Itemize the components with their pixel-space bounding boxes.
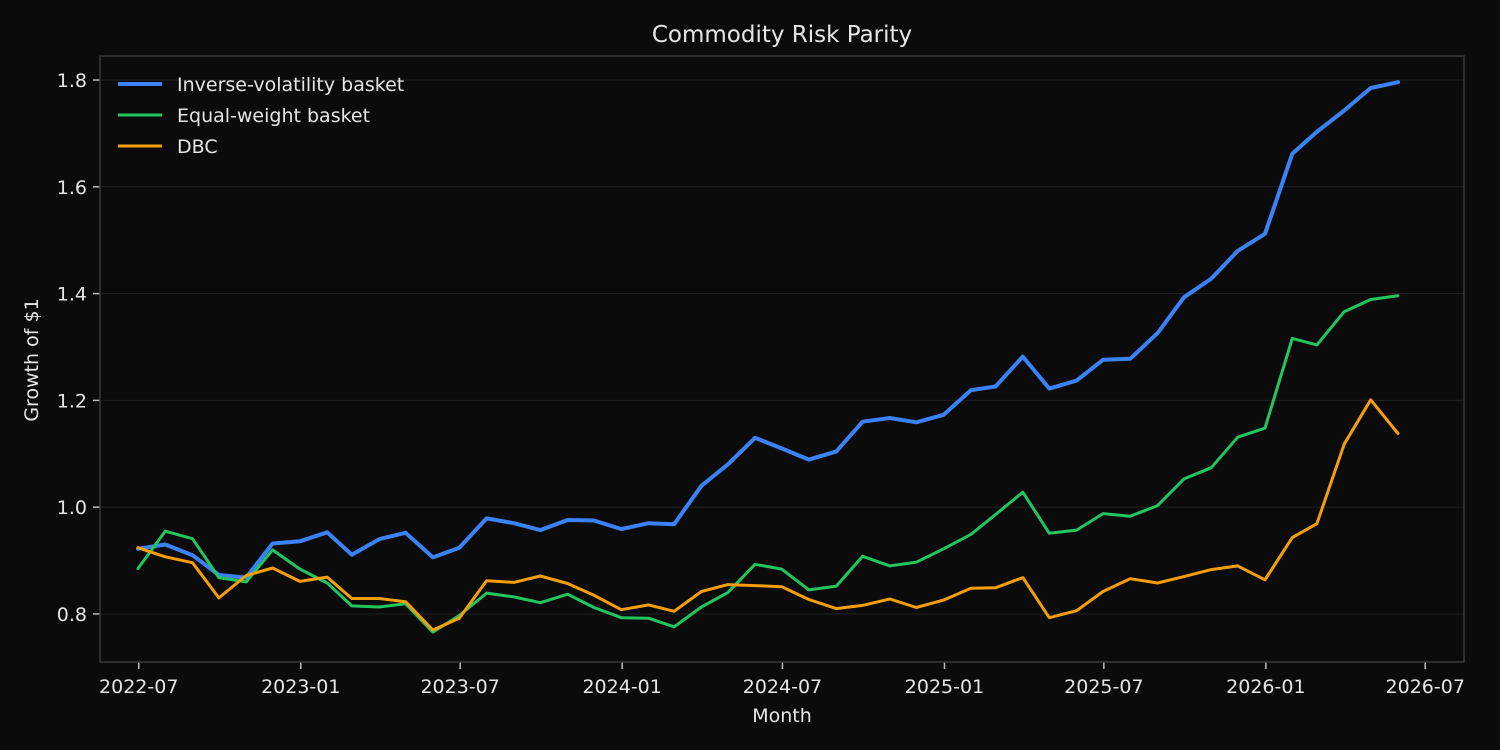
- series-line-1: [135, 80, 1400, 580]
- x-tick-label: 2023-07: [420, 676, 499, 698]
- x-tick-label: 2026-01: [1226, 676, 1305, 698]
- plot-frame: [99, 55, 1465, 663]
- y-axis-label: Growth of $1: [21, 298, 43, 421]
- gridlines: [100, 79, 1464, 615]
- series-lines: [135, 80, 1400, 634]
- legend-label: DBC: [177, 136, 218, 158]
- x-tick-label: 2026-07: [1386, 676, 1465, 698]
- y-tick-label: 1.6: [57, 177, 87, 199]
- y-tick-label: 1.2: [57, 390, 87, 412]
- y-tick-label: 0.8: [57, 604, 87, 626]
- x-tick-label: 2024-01: [582, 676, 661, 698]
- y-tick-label: 1.0: [57, 497, 87, 519]
- legend: Inverse-volatility basket Equal-weight ba…: [118, 74, 404, 158]
- legend-label: Equal-weight basket: [177, 105, 370, 127]
- x-tick-label: 2025-01: [905, 676, 984, 698]
- x-axis-label: Month: [752, 705, 812, 727]
- x-tick-label: 2025-07: [1064, 676, 1143, 698]
- legend-label: Inverse-volatility basket: [177, 74, 404, 96]
- x-tick-label: 2024-07: [743, 676, 822, 698]
- x-tick-label: 2023-01: [261, 676, 340, 698]
- chart-title: Commodity Risk Parity: [652, 22, 912, 48]
- series-line-3: [136, 398, 1400, 632]
- y-tick-label: 1.8: [57, 70, 87, 92]
- axes: 0.8 1.0 1.2 1.4 1.6 1.8 2022-07 2023-01 2023-07 2…: [57, 70, 1465, 698]
- series-line-2: [136, 294, 1400, 634]
- x-tick-label: 2022-07: [99, 676, 178, 698]
- y-tick-label: 1.4: [57, 284, 87, 306]
